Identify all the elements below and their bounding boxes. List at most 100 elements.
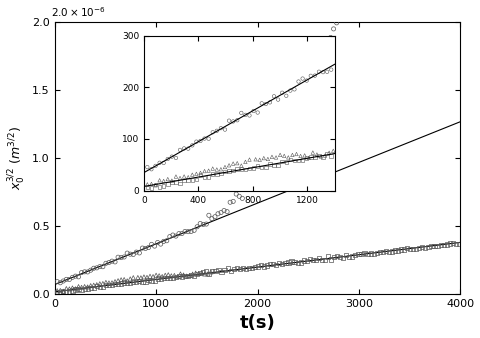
Point	[102, 280, 110, 285]
Point	[78, 288, 85, 293]
Point	[123, 280, 131, 285]
Point	[348, 254, 356, 259]
Point	[288, 259, 295, 264]
Point	[330, 26, 337, 32]
Point	[102, 283, 110, 288]
Point	[187, 229, 195, 234]
Point	[87, 283, 95, 288]
Point	[163, 275, 170, 281]
Point	[96, 281, 104, 286]
Point	[203, 221, 210, 227]
Point	[140, 274, 148, 280]
Point	[78, 285, 85, 290]
Point	[196, 270, 204, 275]
Point	[186, 273, 193, 278]
Point	[193, 224, 201, 230]
Point	[62, 286, 70, 291]
Point	[84, 269, 92, 275]
Point	[336, 12, 344, 17]
Point	[309, 257, 317, 263]
Point	[108, 280, 116, 286]
Point	[211, 214, 219, 219]
Point	[158, 274, 166, 279]
Point	[266, 262, 274, 267]
Point	[425, 244, 432, 250]
Point	[117, 255, 125, 260]
Point	[132, 249, 140, 255]
Point	[53, 290, 61, 295]
Point	[364, 251, 372, 257]
Point	[360, 251, 368, 256]
Point	[60, 278, 67, 284]
X-axis label: t(s): t(s)	[240, 314, 276, 333]
Point	[148, 278, 156, 284]
Point	[434, 244, 442, 249]
Point	[276, 261, 283, 266]
Point	[117, 281, 125, 286]
Point	[142, 279, 149, 285]
Point	[166, 275, 174, 281]
Point	[154, 276, 161, 281]
Point	[62, 289, 70, 295]
Point	[324, 254, 332, 259]
Point	[275, 137, 283, 143]
Point	[134, 275, 142, 280]
Point	[151, 278, 158, 284]
Point	[431, 244, 438, 249]
Point	[126, 251, 134, 257]
Point	[355, 251, 362, 257]
Point	[403, 245, 411, 250]
Point	[184, 273, 192, 279]
Point	[221, 267, 228, 273]
Point	[198, 270, 205, 275]
Point	[440, 242, 447, 248]
Point	[111, 281, 119, 287]
Point	[260, 264, 268, 269]
Point	[66, 277, 73, 282]
Point	[257, 171, 264, 177]
Point	[87, 267, 95, 273]
Point	[120, 280, 128, 285]
Point	[224, 266, 231, 271]
Point	[306, 257, 313, 262]
Point	[57, 280, 64, 286]
Point	[269, 152, 276, 158]
Point	[367, 251, 374, 256]
Point	[251, 264, 259, 269]
Point	[236, 266, 244, 272]
Point	[99, 281, 107, 286]
Point	[285, 260, 292, 265]
Point	[75, 284, 83, 289]
Point	[391, 248, 399, 253]
Point	[245, 177, 252, 182]
Point	[190, 273, 198, 279]
Point	[152, 272, 160, 278]
Point	[126, 276, 134, 282]
Point	[330, 254, 338, 260]
Point	[190, 228, 198, 233]
Point	[251, 178, 258, 184]
Point	[388, 249, 396, 254]
Point	[260, 165, 267, 170]
Point	[120, 254, 128, 260]
Point	[300, 258, 308, 263]
Point	[72, 286, 79, 291]
Point	[108, 259, 116, 264]
Point	[346, 254, 353, 260]
Point	[407, 246, 414, 252]
Point	[339, 255, 347, 261]
Point	[169, 232, 177, 238]
Point	[123, 278, 131, 284]
Point	[254, 176, 262, 181]
Point	[312, 76, 319, 81]
Point	[87, 286, 95, 291]
Point	[166, 234, 174, 239]
Point	[183, 273, 191, 279]
Point	[84, 284, 92, 290]
Point	[114, 255, 122, 260]
Point	[217, 210, 225, 215]
Point	[148, 242, 156, 247]
Point	[84, 286, 92, 291]
Point	[370, 251, 377, 257]
Point	[99, 284, 107, 290]
